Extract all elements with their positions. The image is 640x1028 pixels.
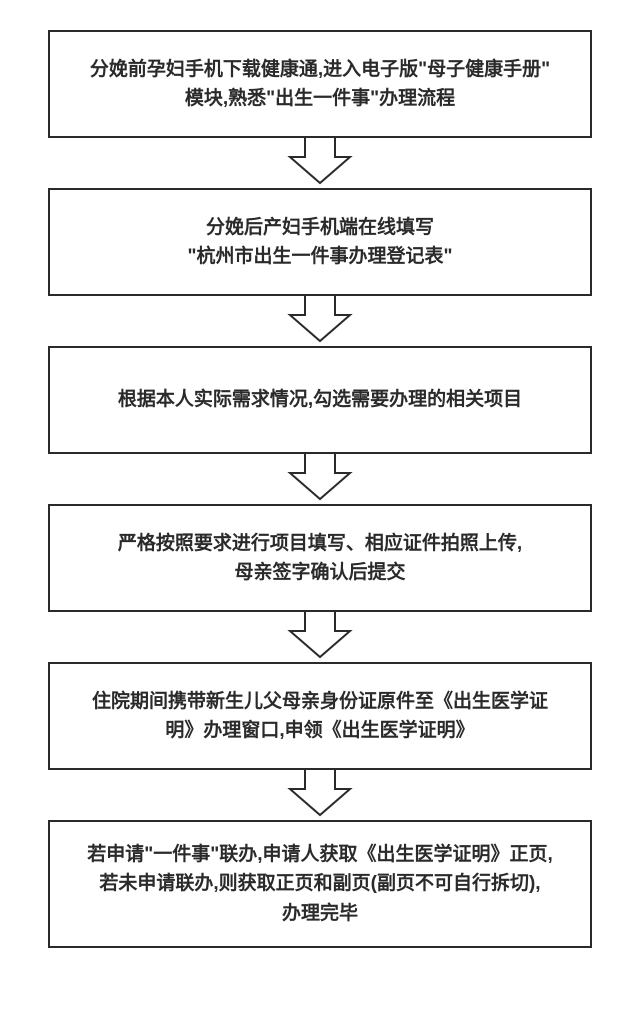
flow-arrow-4 [48,611,592,663]
flow-step-text: 严格按照要求进行项目填写、相应证件拍照上传, 母亲签字确认后提交 [118,529,522,588]
flowchart: 分娩前孕妇手机下载健康通,进入电子版"母子健康手册" 模块,熟悉"出生一件事"办… [48,30,592,998]
flow-arrow-1 [48,137,592,189]
arrow-down-icon [286,769,354,817]
arrow-down-icon [286,453,354,501]
flow-step-1: 分娩前孕妇手机下载健康通,进入电子版"母子健康手册" 模块,熟悉"出生一件事"办… [48,30,592,138]
flow-step-text: 分娩前孕妇手机下载健康通,进入电子版"母子健康手册" 模块,熟悉"出生一件事"办… [90,55,550,114]
arrow-down-icon [286,611,354,659]
flow-step-4: 严格按照要求进行项目填写、相应证件拍照上传, 母亲签字确认后提交 [48,504,592,612]
flow-step-text: 根据本人实际需求情况,勾选需要办理的相关项目 [118,385,522,414]
flow-step-text: 若申请"一件事"联办,申请人获取《出生医学证明》正页, 若未申请联办,则获取正页… [87,840,553,928]
flow-step-3: 根据本人实际需求情况,勾选需要办理的相关项目 [48,346,592,454]
arrow-down-icon [286,295,354,343]
flow-arrow-3 [48,453,592,505]
flow-step-6: 若申请"一件事"联办,申请人获取《出生医学证明》正页, 若未申请联办,则获取正页… [48,820,592,948]
flow-step-2: 分娩后产妇手机端在线填写 "杭州市出生一件事办理登记表" [48,188,592,296]
flow-arrow-5 [48,769,592,821]
flow-step-5: 住院期间携带新生儿父母亲身份证原件至《出生医学证 明》办理窗口,申领《出生医学证… [48,662,592,770]
flow-step-text: 住院期间携带新生儿父母亲身份证原件至《出生医学证 明》办理窗口,申领《出生医学证… [92,687,548,746]
flow-arrow-2 [48,295,592,347]
flow-step-text: 分娩后产妇手机端在线填写 "杭州市出生一件事办理登记表" [187,213,452,272]
arrow-down-icon [286,137,354,185]
